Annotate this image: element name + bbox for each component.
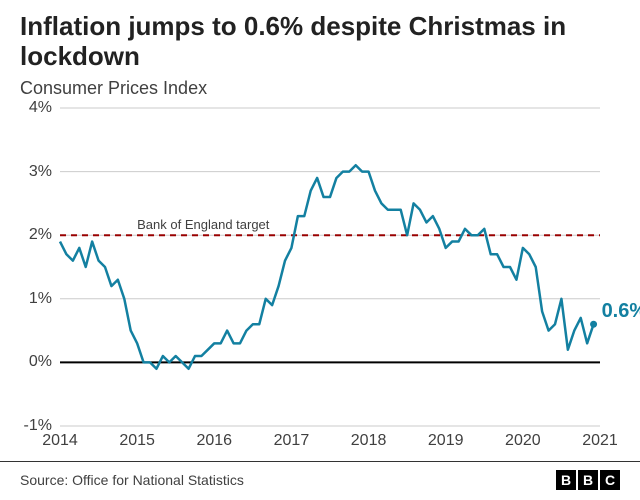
target-label: Bank of England target [137,217,269,232]
xtick-label: 2019 [428,432,464,450]
xtick-label: 2018 [351,432,387,450]
source-text: Source: Office for National Statistics [20,472,244,488]
chart-title: Inflation jumps to 0.6% despite Christma… [0,0,640,76]
xtick-label: 2015 [119,432,155,450]
chart-container: Inflation jumps to 0.6% despite Christma… [0,0,640,500]
plot-area: Bank of England target 0.6% -1%0%1%2%3%4… [60,108,600,426]
xtick-label: 2016 [196,432,232,450]
xtick-label: 2017 [274,432,310,450]
logo-letter: B [578,470,598,490]
ytick-label: 2% [8,226,52,244]
xtick-label: 2021 [582,432,618,450]
bbc-logo: B B C [556,470,620,490]
ytick-label: 0% [8,353,52,371]
chart-subtitle: Consumer Prices Index [0,76,640,107]
callout-label: 0.6% [602,300,640,323]
ytick-label: 4% [8,99,52,117]
logo-letter: B [556,470,576,490]
ytick-label: 3% [8,163,52,181]
logo-letter: C [600,470,620,490]
chart-footer: Source: Office for National Statistics B… [0,461,640,500]
chart-svg [60,108,600,426]
xtick-label: 2020 [505,432,541,450]
ytick-label: 1% [8,290,52,308]
xtick-label: 2014 [42,432,78,450]
